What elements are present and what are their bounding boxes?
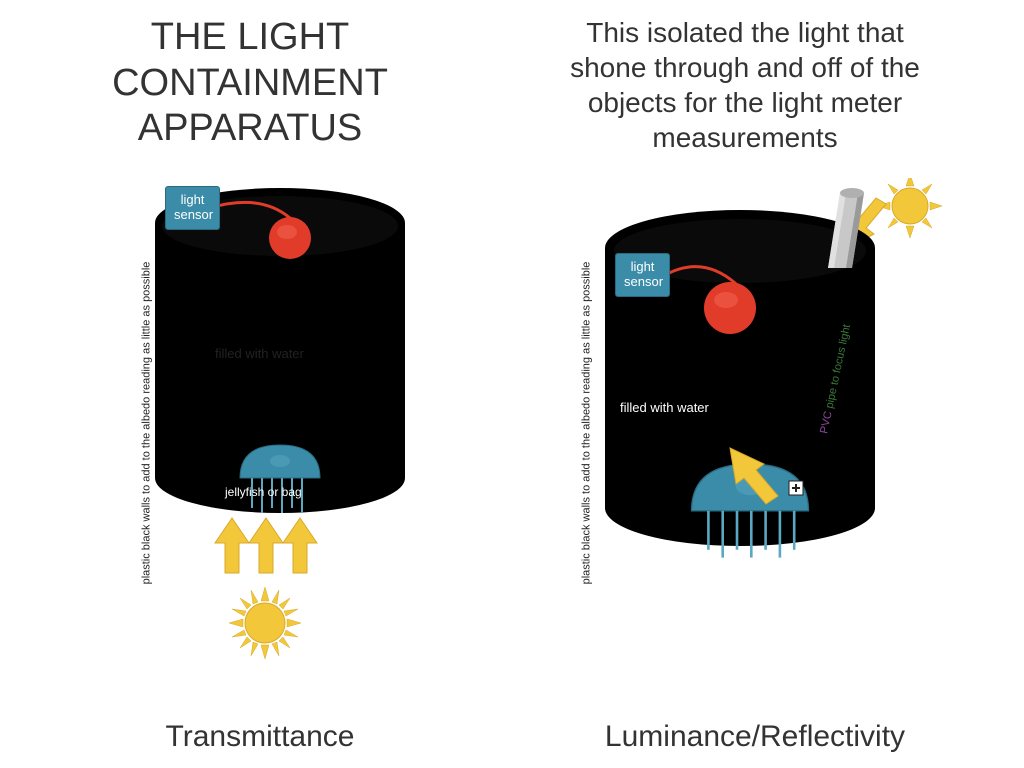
sensor-label-box-right: light sensor bbox=[615, 253, 670, 297]
title-right: This isolated the light that shone throu… bbox=[555, 15, 935, 155]
diagram-transmittance: light sensor filled with water jellyfish… bbox=[105, 178, 425, 668]
jellyfish-label: jellyfish or bag bbox=[225, 485, 302, 499]
reflectivity-svg bbox=[540, 178, 960, 668]
wall-text-right: plastic black walls to add to the albedo… bbox=[580, 262, 592, 585]
filled-with-water-label-right: filled with water bbox=[620, 400, 709, 415]
diagram-reflectivity: light sensor filled with water plastic b… bbox=[540, 178, 960, 668]
caption-reflectivity: Luminance/Reflectivity bbox=[555, 720, 955, 754]
caption-transmittance: Transmittance bbox=[100, 720, 420, 754]
title-left: THE LIGHT CONTAINMENT APPARATUS bbox=[90, 15, 410, 152]
wall-text-left: plastic black walls to add to the albedo… bbox=[140, 262, 152, 585]
transmittance-svg bbox=[105, 178, 425, 668]
filled-with-water-label: filled with water bbox=[215, 346, 304, 361]
sensor-label-box: light sensor bbox=[165, 186, 220, 230]
